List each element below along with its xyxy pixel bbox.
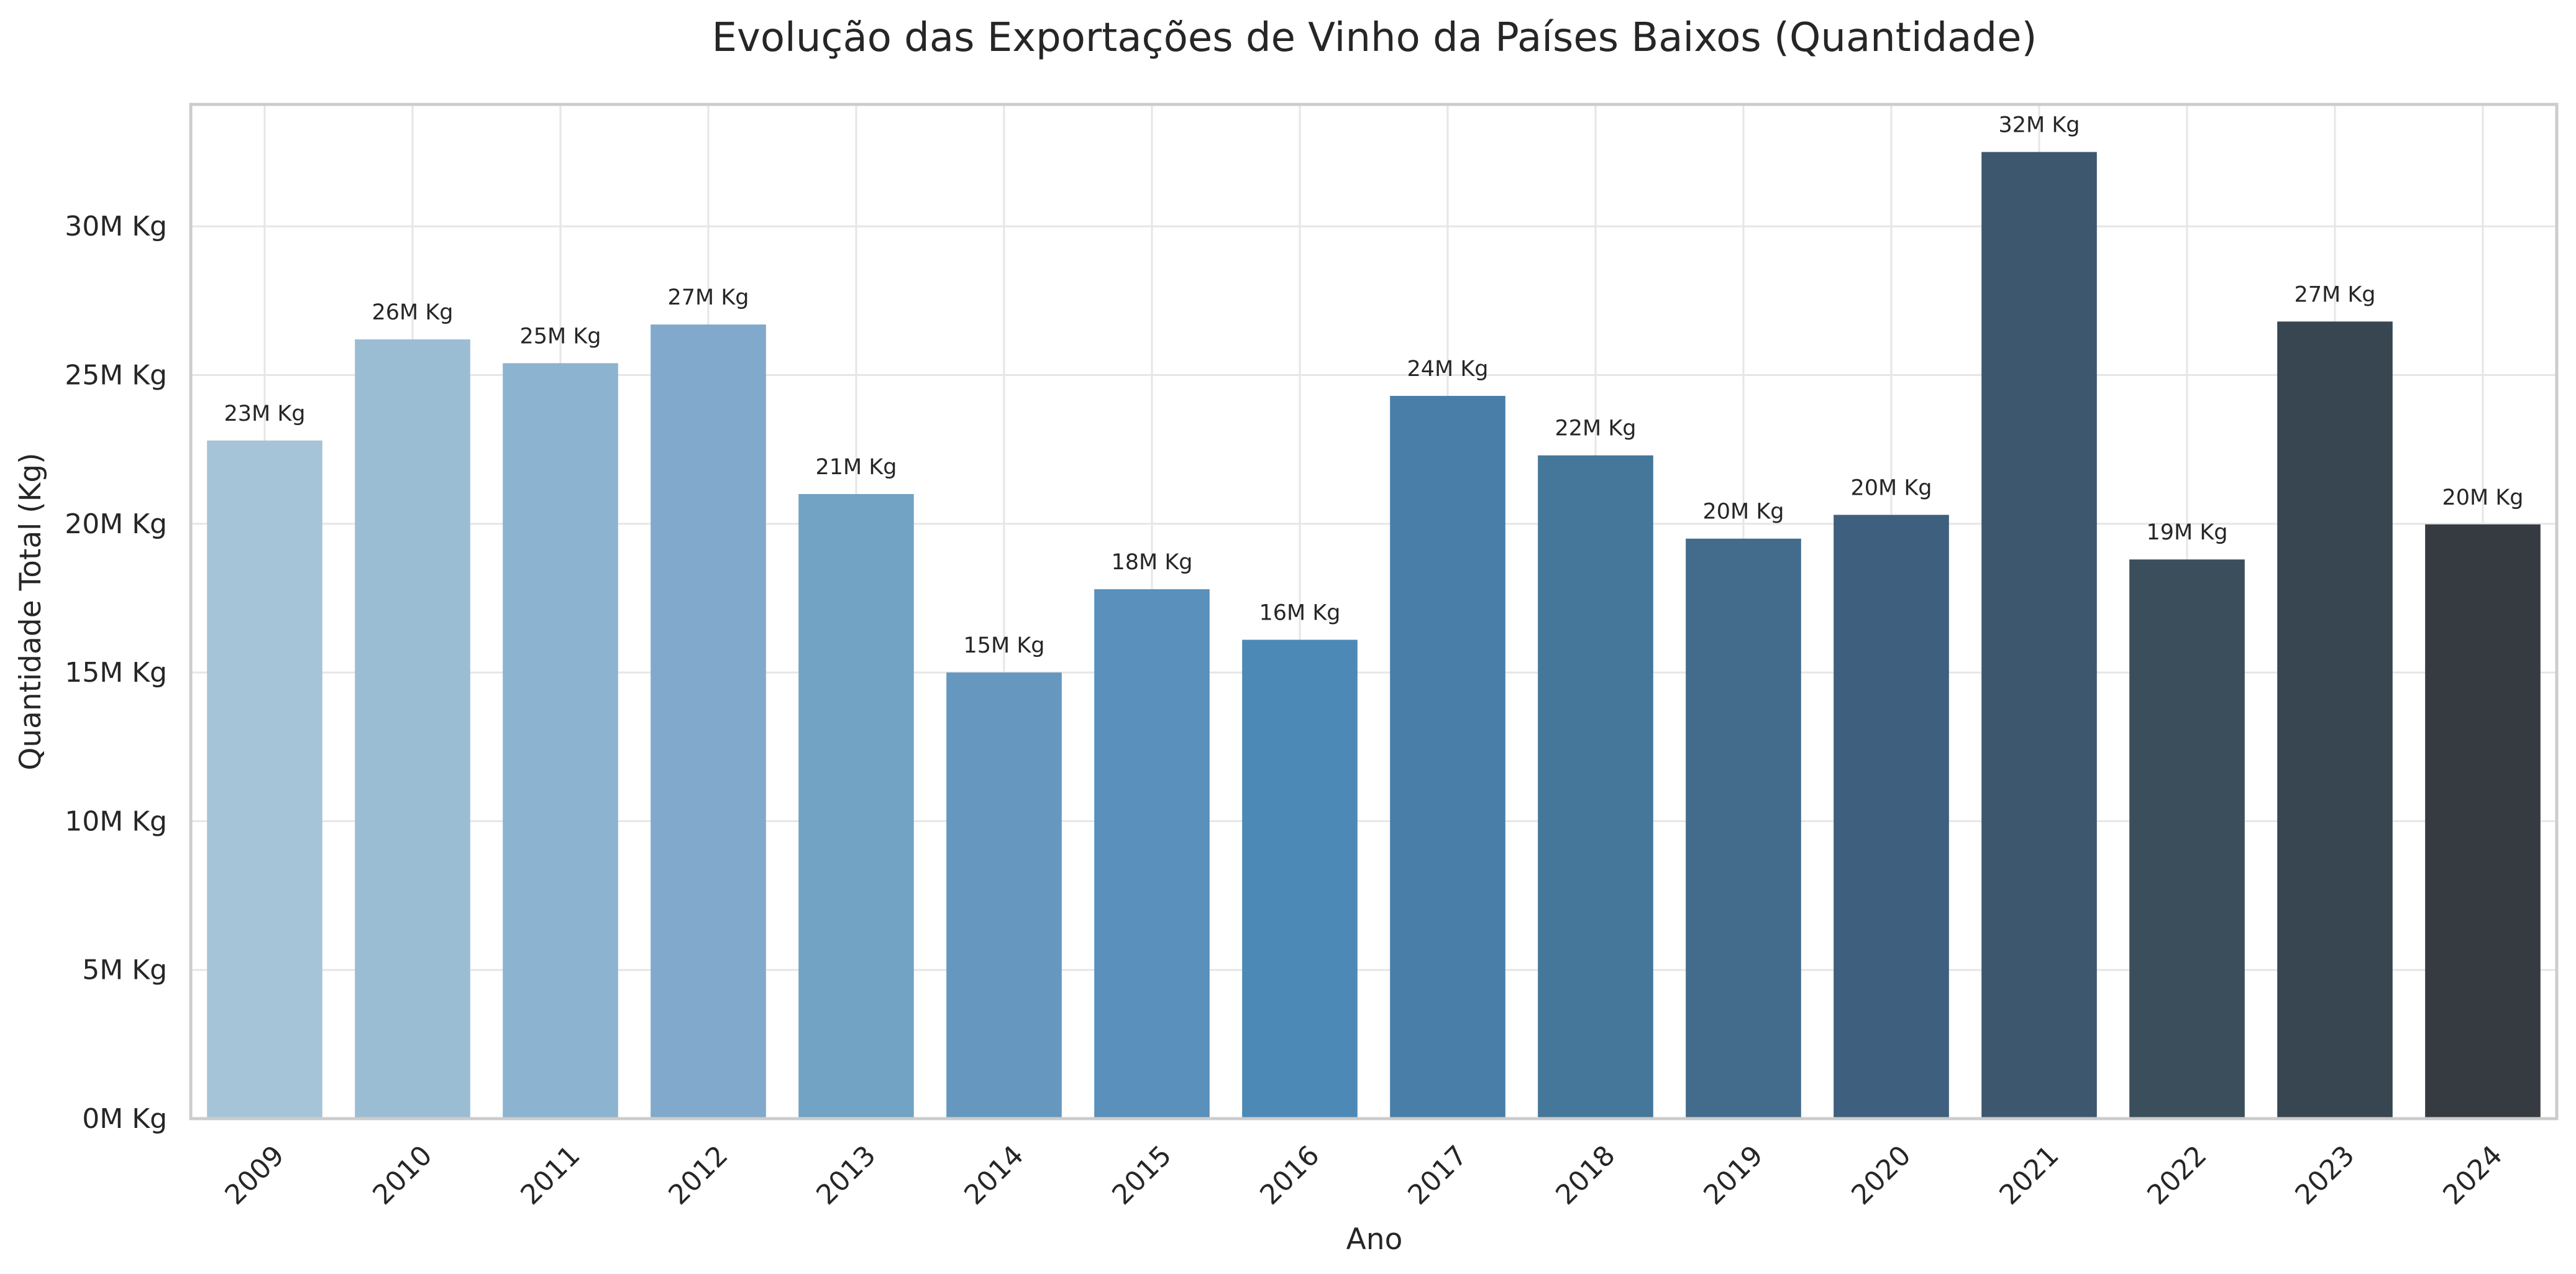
- data-label-2010: 26M Kg: [372, 300, 453, 325]
- data-label-2013: 21M Kg: [815, 455, 897, 480]
- x-tick-label-2024: 2024: [2437, 1139, 2508, 1211]
- x-tick-label-2014: 2014: [958, 1139, 1030, 1211]
- x-tick-label-2016: 2016: [1254, 1139, 1325, 1211]
- x-tick-label-2012: 2012: [662, 1139, 734, 1211]
- data-label-2012: 27M Kg: [667, 285, 749, 310]
- y-tick-label: 15M Kg: [65, 657, 167, 689]
- x-tick-label-2019: 2019: [1697, 1139, 1769, 1211]
- bar-2018: [1538, 455, 1653, 1119]
- bar-2017: [1390, 396, 1505, 1119]
- data-label-2024: 20M Kg: [2442, 485, 2523, 510]
- bar-2023: [2277, 321, 2393, 1119]
- x-axis-ticks: 2009 2010 2011 2012 2013 2014 2015 2016 2017 2018…: [219, 1139, 2508, 1211]
- x-tick-label-2018: 2018: [1550, 1139, 1621, 1211]
- y-tick-label: 0M Kg: [82, 1103, 167, 1135]
- bar-2009: [207, 440, 322, 1119]
- bar-2012: [651, 324, 766, 1119]
- bar-2014: [946, 672, 1062, 1119]
- y-tick-label: 20M Kg: [65, 508, 167, 540]
- y-tick-label: 5M Kg: [82, 955, 167, 986]
- x-tick-label-2011: 2011: [514, 1139, 586, 1211]
- x-tick-label-2023: 2023: [2289, 1139, 2360, 1211]
- data-label-2020: 20M Kg: [1850, 475, 1932, 500]
- bar-2010: [355, 339, 470, 1119]
- data-label-2018: 22M Kg: [1555, 416, 1636, 441]
- y-axis-label: Quantidade Total (Kg): [14, 452, 48, 770]
- x-tick-label-2015: 2015: [1106, 1139, 1177, 1211]
- x-tick-label-2022: 2022: [2141, 1139, 2213, 1211]
- y-axis-ticks: 0M Kg 5M Kg 10M Kg 15M Kg 20M Kg 25M Kg 30M Kg: [65, 211, 167, 1135]
- bar-2015: [1094, 589, 1210, 1119]
- y-tick-label: 25M Kg: [65, 360, 167, 392]
- x-tick-label-2020: 2020: [1845, 1139, 1917, 1211]
- x-tick-label-2010: 2010: [367, 1139, 438, 1211]
- x-tick-label-2009: 2009: [219, 1139, 290, 1211]
- data-label-2015: 18M Kg: [1111, 550, 1192, 575]
- data-label-2019: 20M Kg: [1702, 500, 1784, 525]
- plot-frame: [189, 103, 2559, 1120]
- data-label-2022: 19M Kg: [2146, 520, 2227, 545]
- y-tick-label: 30M Kg: [65, 211, 167, 242]
- bar-2022: [2129, 559, 2245, 1119]
- bar-2011: [503, 363, 618, 1119]
- x-tick-label-2021: 2021: [1993, 1139, 2065, 1211]
- bar-2024: [2425, 524, 2541, 1119]
- data-label-2011: 25M Kg: [519, 324, 601, 349]
- x-axis-label: Ano: [1346, 1222, 1403, 1257]
- x-tick-label-2017: 2017: [1402, 1139, 1473, 1211]
- chart-title: Evolução das Exportações de Vinho da Paí…: [712, 15, 2037, 61]
- bar-2019: [1686, 538, 1801, 1119]
- data-label-layer: 23M Kg 26M Kg 25M Kg 27M Kg 21M Kg 15M Kg 18M …: [224, 113, 2523, 659]
- data-label-2017: 24M Kg: [1407, 357, 1488, 382]
- data-label-2021: 32M Kg: [1998, 113, 2080, 138]
- data-label-2016: 16M Kg: [1259, 600, 1340, 625]
- y-tick-label: 10M Kg: [65, 805, 167, 837]
- data-label-2009: 23M Kg: [224, 401, 305, 426]
- x-tick-label-2013: 2013: [810, 1139, 882, 1211]
- bar-layer: [207, 152, 2541, 1119]
- bar-2016: [1242, 639, 1358, 1119]
- bar-2021: [1981, 152, 2097, 1119]
- data-label-2014: 15M Kg: [963, 633, 1044, 658]
- bar-2013: [798, 493, 914, 1119]
- bar-2020: [1834, 515, 1949, 1119]
- data-label-2023: 27M Kg: [2294, 282, 2375, 307]
